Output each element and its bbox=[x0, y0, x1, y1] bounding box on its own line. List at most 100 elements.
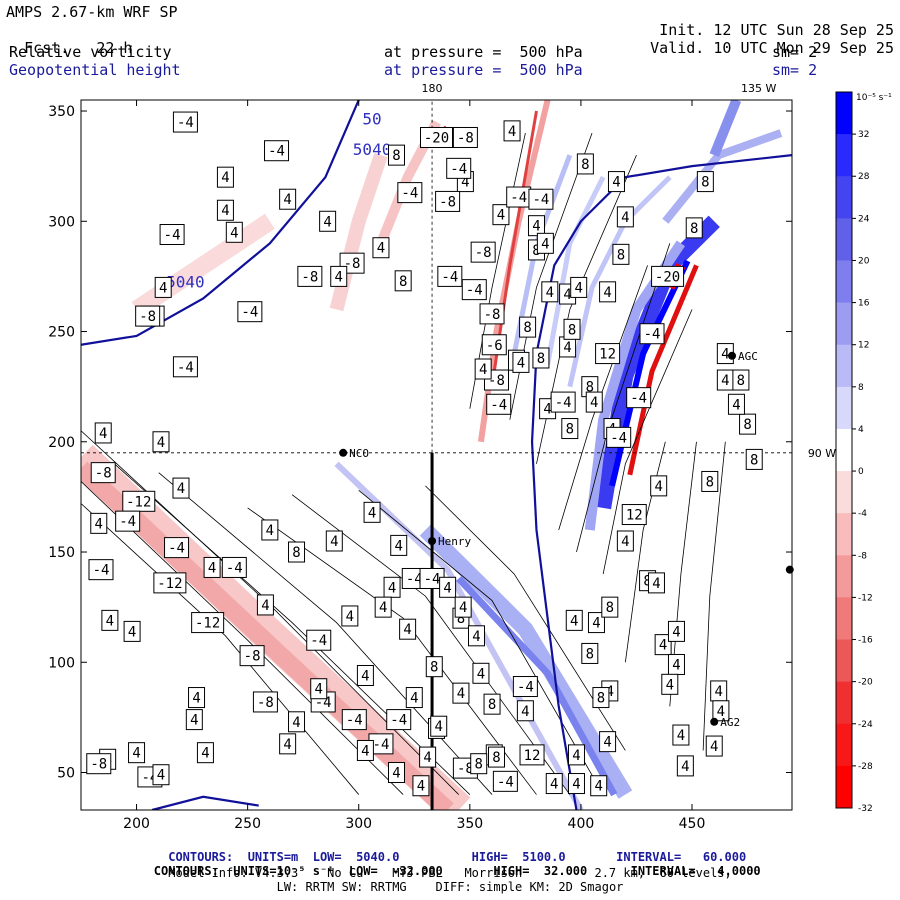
vorticity-label-text: -4 bbox=[517, 680, 534, 696]
vorticity-label-text: 4 bbox=[261, 598, 269, 614]
x-tick-label: 300 bbox=[345, 816, 372, 832]
vorticity-label-text: 8 bbox=[737, 373, 745, 389]
vorticity-label-text: -4 bbox=[406, 571, 423, 587]
vorticity-label: 4 bbox=[607, 171, 625, 193]
station-label: AGC bbox=[738, 350, 758, 363]
vorticity-label-text: 4 bbox=[377, 241, 385, 257]
vorticity-label-box bbox=[503, 120, 521, 142]
vorticity-label: 4 bbox=[203, 556, 221, 578]
vorticity-label: 4 bbox=[474, 358, 492, 380]
vorticity-label-box bbox=[599, 281, 617, 303]
vorticity-label-box bbox=[651, 265, 685, 287]
vorticity-label-text: 12 bbox=[626, 508, 643, 524]
vorticity-label: -4 bbox=[237, 301, 263, 323]
vorticity-label-box bbox=[592, 687, 610, 709]
vorticity-label-text: 4 bbox=[459, 600, 467, 616]
vorticity-label-text: 4 bbox=[221, 203, 229, 219]
vorticity-label-text: 4 bbox=[621, 210, 629, 226]
station-label: NCO bbox=[349, 447, 369, 460]
vorticity-label: 4 bbox=[128, 742, 146, 764]
vorticity-label: 4 bbox=[356, 739, 374, 761]
vorticity-label-text: 4 bbox=[435, 719, 443, 735]
vorticity-label-box bbox=[341, 709, 367, 731]
vorticity-label: 8 bbox=[519, 316, 537, 338]
vorticity-label-box bbox=[481, 334, 507, 356]
vorticity-label-text: 4 bbox=[157, 435, 165, 451]
vorticity-contour-line bbox=[624, 441, 666, 663]
vorticity-label-box bbox=[701, 470, 719, 492]
vorticity-label-text: 4 bbox=[403, 622, 411, 638]
vorticity-label-text: 4 bbox=[361, 743, 369, 759]
vorticity-label: 8 bbox=[612, 243, 630, 265]
vorticity-label-text: -4 bbox=[630, 391, 647, 407]
vorticity-label-box bbox=[420, 126, 453, 148]
height-contour-label: 50 bbox=[362, 109, 381, 128]
vorticity-label-box bbox=[374, 596, 392, 618]
vorticity-label: 4 bbox=[123, 620, 141, 642]
vorticity-label: 8 bbox=[581, 642, 599, 664]
vorticity-label-text: -4 bbox=[401, 186, 418, 202]
vorticity-label-box bbox=[563, 318, 581, 340]
vorticity-label-box bbox=[412, 775, 430, 797]
vorticity-contour-info-text: CONTOURS: UNITS=10⁻⁵ s⁻¹ LOW= -32.000 HI… bbox=[153, 864, 761, 878]
vorticity-contour-line bbox=[114, 463, 471, 795]
vorticity-label-text: -8 bbox=[301, 269, 318, 285]
pos-vorticity-streak-2 bbox=[545, 176, 606, 366]
vorticity-label: -4 bbox=[164, 537, 190, 559]
vorticity-label: 4 bbox=[279, 733, 297, 755]
vorticity-label: 4 bbox=[152, 764, 170, 786]
vorticity-label-text: 4 bbox=[379, 600, 387, 616]
vorticity-label: 4 bbox=[565, 609, 583, 631]
colorbar-tick-label: -12 bbox=[858, 593, 873, 603]
vorticity-label: 4 bbox=[188, 687, 206, 709]
colorbar-swatch bbox=[836, 597, 852, 641]
vorticity-label-text: 4 bbox=[612, 175, 620, 191]
vorticity-label-text: -4 bbox=[644, 327, 661, 343]
vorticity-label-text: -20 bbox=[424, 130, 449, 146]
vorticity-label-text: 4 bbox=[592, 616, 600, 632]
vorticity-label-text: 4 bbox=[461, 175, 469, 191]
vorticity-contour-line bbox=[291, 494, 571, 795]
valid-label: Valid. bbox=[650, 39, 705, 57]
physics-info: LW: RRTM SW: RRTMG DIFF: simple KM: 2D S… bbox=[276, 880, 624, 894]
vorticity-label-text: 8 bbox=[586, 380, 594, 396]
vorticity-label-text: -4 bbox=[241, 305, 258, 321]
vorticity-label-box bbox=[152, 431, 170, 453]
vorticity-label: 4 bbox=[419, 746, 437, 768]
vorticity-label: -12 bbox=[153, 572, 187, 594]
station-marker bbox=[785, 565, 794, 574]
colorbar-swatch bbox=[836, 513, 852, 556]
vorticity-label-box bbox=[727, 393, 745, 415]
vorticity-label-text: 4 bbox=[192, 691, 200, 707]
vorticity-label-box bbox=[527, 215, 545, 237]
colorbar-swatch bbox=[836, 471, 852, 514]
vorticity-label-box bbox=[88, 559, 114, 581]
vorticity-label-box bbox=[472, 662, 490, 684]
vorticity-label-text: 8 bbox=[399, 274, 407, 290]
height-contour-1 bbox=[81, 100, 360, 346]
vorticity-label-text: -4 bbox=[226, 560, 243, 576]
vorticity-label: 4 bbox=[599, 731, 617, 753]
vorticity-label: 4 bbox=[256, 594, 274, 616]
vorticity-label-text: 4 bbox=[266, 523, 274, 539]
vorticity-label: -8 bbox=[297, 265, 323, 287]
vorticity-contour-line bbox=[81, 481, 404, 795]
vorticity-label: 8 bbox=[696, 171, 714, 193]
vorticity-label-text: 4 bbox=[283, 192, 291, 208]
vorticity-label: 8 bbox=[532, 347, 550, 369]
vorticity-label-box bbox=[599, 731, 617, 753]
vorticity-label-box bbox=[581, 642, 599, 664]
init-label: Init. bbox=[659, 21, 705, 39]
vorticity-label-text: 4 bbox=[388, 580, 396, 596]
vorticity-label-text: 4 bbox=[292, 715, 300, 731]
vorticity-label-text: 8 bbox=[743, 417, 751, 433]
colorbar-swatch bbox=[836, 555, 852, 598]
vorticity-label: 8 bbox=[701, 470, 719, 492]
vorticity-label-box bbox=[225, 221, 243, 243]
vorticity-label-text: 4 bbox=[681, 759, 689, 775]
vorticity-label: 4 bbox=[616, 206, 634, 228]
vorticity-label-text: 4 bbox=[721, 347, 729, 363]
vorticity-label-text: 4 bbox=[717, 704, 725, 720]
vorticity-label-text: 4 bbox=[346, 609, 354, 625]
vorticity-label-text: 4 bbox=[710, 739, 718, 755]
